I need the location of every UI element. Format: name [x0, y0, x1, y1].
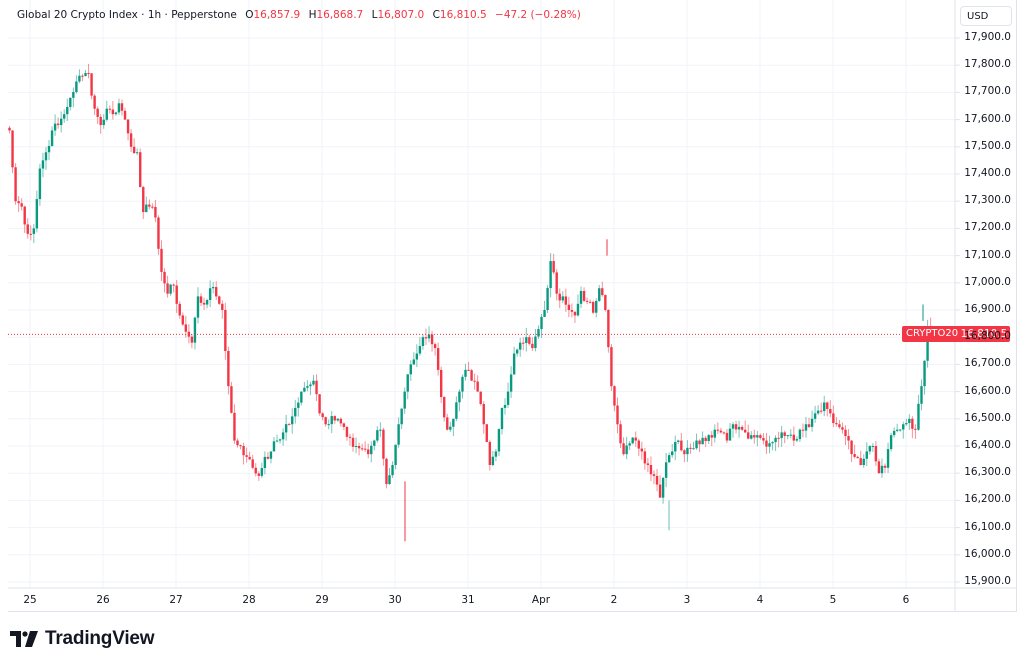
symbol-title: Global 20 Crypto Index · 1h · Pepperston…: [17, 9, 237, 21]
time-tick-label: 3: [683, 594, 691, 606]
price-tick-label: 17,400.0: [964, 167, 1011, 179]
close-value: 16,810.5: [439, 9, 487, 21]
high-label: H: [308, 9, 317, 21]
price-tick-label: 17,900.0: [964, 31, 1011, 43]
price-tick-label: 16,400.0: [964, 439, 1011, 451]
symbol-price-tag: CRYPTO20: [902, 326, 963, 342]
price-tick-label: 17,500.0: [964, 139, 1011, 152]
time-tick-label: 29: [315, 594, 329, 606]
price-tick-label: 16,100.0: [964, 520, 1011, 533]
open-value: 16,857.9: [253, 9, 301, 21]
time-tick-label: 4: [756, 594, 764, 606]
price-tick-label: 16,500.0: [964, 411, 1011, 424]
candlestick-plot[interactable]: [0, 0, 1016, 612]
open-label: O: [245, 9, 254, 21]
price-tick-label: 17,000.0: [964, 275, 1011, 288]
price-tick-label: 17,600.0: [964, 112, 1011, 125]
price-tick-label: 16,600.0: [964, 384, 1011, 397]
price-tick-label: 16,800.0: [964, 330, 1011, 343]
change-value: −47.2 (−0.28%): [495, 9, 581, 21]
logo-text: TradingView: [45, 628, 155, 649]
tradingview-logo-icon: [10, 631, 38, 647]
time-tick-label: 6: [902, 594, 910, 606]
tradingview-logo[interactable]: TradingView: [10, 628, 155, 650]
low-value: 16,807.0: [377, 9, 425, 21]
price-tick-label: 16,000.0: [964, 547, 1011, 560]
price-tick-label: 16,200.0: [964, 493, 1011, 506]
time-tick-label: 5: [829, 594, 837, 606]
price-tick-label: 17,700.0: [964, 85, 1011, 98]
time-tick-label: 25: [23, 594, 37, 606]
time-tick-label: 31: [461, 594, 475, 606]
chart-pane[interactable]: [8, 0, 1017, 612]
price-tick-label: 17,100.0: [964, 248, 1011, 261]
price-tick-label: 17,300.0: [964, 194, 1011, 207]
price-tick-label: 16,900.0: [964, 303, 1011, 315]
low-label: L: [371, 9, 378, 21]
time-tick-label: Apr: [531, 594, 551, 606]
time-tick-label: 26: [96, 594, 110, 606]
high-value: 16,868.7: [316, 9, 364, 21]
currency-button[interactable]: USD: [960, 6, 1012, 26]
close-label: C: [432, 9, 440, 21]
current-price-label: 16,810.5: [958, 326, 1010, 342]
time-tick-label: 27: [169, 594, 183, 606]
time-tick-label: 2: [610, 594, 618, 606]
price-tick-label: 15,900.0: [964, 575, 1011, 587]
price-tick-label: 16,300.0: [964, 466, 1011, 479]
time-tick-label: 30: [388, 594, 402, 606]
price-tick-label: 17,800.0: [964, 58, 1011, 71]
symbol-legend: Global 20 Crypto Index · 1h · Pepperston…: [17, 9, 581, 21]
price-tick-label: 16,700.0: [964, 357, 1011, 370]
time-tick-label: 28: [242, 594, 256, 606]
price-tick-label: 17,200.0: [964, 221, 1011, 234]
